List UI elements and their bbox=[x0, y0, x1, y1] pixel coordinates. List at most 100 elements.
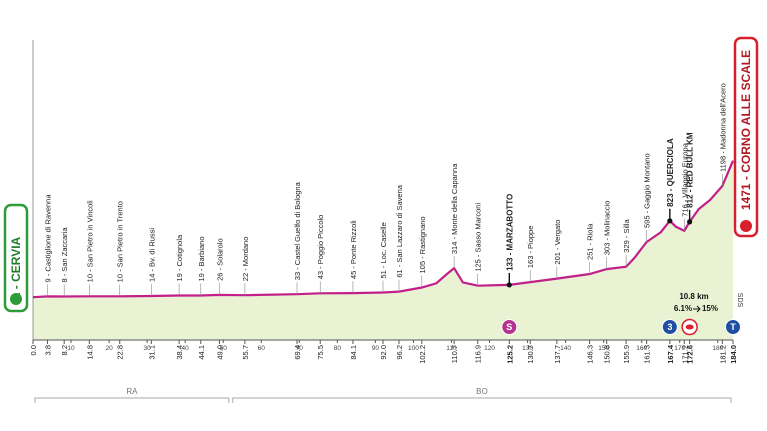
waypoint-label: 14 - Bv. di Russi bbox=[147, 228, 156, 282]
region-bracket bbox=[34, 397, 230, 403]
waypoint-label: 314 - Monte della Capanna bbox=[450, 163, 459, 254]
km-label: 69.4 bbox=[293, 345, 302, 360]
region-label: RA bbox=[126, 387, 138, 396]
km-label: 8.2 bbox=[60, 345, 69, 355]
waypoint-label: 10 - San Pietro in Trento bbox=[116, 201, 125, 282]
waypoint-label: 125 - Sasso Marconi bbox=[474, 203, 483, 272]
x-tick-label: 60 bbox=[258, 345, 266, 352]
km-label: 92.0 bbox=[379, 345, 388, 360]
region-bracket bbox=[232, 397, 732, 403]
km-label: 84.1 bbox=[349, 345, 358, 360]
waypoint-label: 43 - Poggio Piccolo bbox=[316, 215, 325, 280]
waypoint-label: 19 - Barbiano bbox=[197, 236, 206, 281]
km-label: 75.5 bbox=[316, 345, 325, 360]
waypoint-label: 26 - Solarolo bbox=[215, 238, 224, 281]
x-tick-label: 150 bbox=[598, 345, 609, 352]
annotation: 15% bbox=[702, 304, 718, 313]
finish-icon bbox=[740, 220, 752, 232]
waypoint-label: 61 - San Lazzaro di Savena bbox=[395, 184, 404, 277]
waypoint-dot bbox=[667, 218, 673, 224]
km-label: 181.2 bbox=[718, 345, 727, 364]
start-box bbox=[3, 203, 29, 313]
profile-area bbox=[33, 160, 733, 340]
x-tick-label: 50 bbox=[220, 345, 228, 352]
x-tick-label: 40 bbox=[182, 345, 190, 352]
km-label: 44.1 bbox=[197, 345, 206, 360]
start-icon bbox=[10, 293, 22, 305]
icon-label: 3 bbox=[667, 322, 672, 332]
x-tick-label: 90 bbox=[372, 345, 380, 352]
waypoint-label: 10 - San Pietro in Vincoli bbox=[85, 200, 94, 282]
x-tick-label: 140 bbox=[560, 345, 571, 352]
waypoint-label: 51 - Loc. Caselle bbox=[379, 222, 388, 278]
km-label: 96.2 bbox=[395, 345, 404, 360]
red-bull-mark bbox=[685, 324, 694, 330]
x-tick-label: 120 bbox=[484, 345, 495, 352]
annotation: SDS bbox=[736, 293, 743, 308]
km-label: 171.2 bbox=[680, 345, 689, 364]
km-label: 116.9 bbox=[474, 345, 483, 363]
km-label: 161.3 bbox=[643, 345, 652, 364]
x-tick-label: 70 bbox=[296, 345, 304, 352]
waypoint-icon bbox=[661, 319, 678, 335]
waypoint-label: 251 - Riola bbox=[586, 223, 595, 260]
waypoint-dot bbox=[687, 219, 693, 225]
x-tick-label: 110 bbox=[446, 345, 457, 352]
finish-marker bbox=[725, 319, 741, 335]
km-label: 184.0 bbox=[729, 345, 738, 364]
waypoint-label: 8 - San Zaccaria bbox=[60, 227, 69, 283]
km-label: 3.8 bbox=[43, 345, 52, 355]
start-label: 1 - CERVIA bbox=[9, 236, 23, 299]
km-label: 22.8 bbox=[116, 345, 125, 360]
annotation: 10.8 km bbox=[679, 292, 708, 301]
waypoint-label: 9 - Castiglione di Ravenna bbox=[43, 194, 52, 283]
km-label: 137.7 bbox=[553, 345, 562, 364]
km-label: 172.6 bbox=[686, 345, 695, 364]
finish-box bbox=[733, 36, 759, 238]
x-tick-label: 170 bbox=[674, 345, 685, 352]
x-tick-label: 10 bbox=[67, 345, 75, 352]
waypoint-dot bbox=[506, 282, 512, 288]
km-label: 110.7 bbox=[450, 345, 459, 363]
profile-line bbox=[32, 160, 735, 299]
waypoint-label: 22 - Mordano bbox=[241, 237, 250, 282]
km-label: 102.2 bbox=[418, 345, 427, 364]
waypoint-label: 1198 - Madonna dell'Acero bbox=[718, 83, 727, 172]
waypoint-label: 716 - Villaggio Europa bbox=[680, 142, 689, 216]
waypoint-label: 812 - RED BULL KM bbox=[686, 132, 695, 208]
icon-label: S bbox=[506, 322, 512, 332]
km-label: 130.7 bbox=[526, 345, 535, 364]
waypoint-label: 303 - Molinaccio bbox=[603, 201, 612, 256]
x-tick-label: 160 bbox=[636, 345, 647, 352]
waypoint-label: 823 - QUERCIOLA bbox=[666, 138, 675, 207]
km-label: 146.3 bbox=[586, 345, 595, 364]
km-label: 0.0 bbox=[29, 345, 38, 355]
waypoint-label: 595 - Gaggio Montano bbox=[643, 153, 652, 228]
finish-icon-label: T bbox=[730, 322, 736, 332]
km-label: 155.9 bbox=[622, 345, 631, 364]
waypoint-label: 19 - Cotignola bbox=[175, 234, 184, 282]
x-tick-label: 80 bbox=[334, 345, 342, 352]
waypoint-label: 163 - Pioppe bbox=[526, 226, 535, 269]
x-tick-label: 180 bbox=[712, 345, 723, 352]
km-label: 14.8 bbox=[85, 345, 94, 360]
km-label: 55.7 bbox=[241, 345, 250, 360]
km-label: 125.2 bbox=[505, 345, 514, 364]
km-label: 167.4 bbox=[666, 344, 675, 364]
waypoint-label: 329 - Silla bbox=[622, 219, 631, 253]
annotation: 6.1% bbox=[674, 304, 692, 313]
waypoint-label: 33 - Castel Guelfo di Bologna bbox=[293, 181, 302, 280]
x-tick-label: 20 bbox=[105, 345, 113, 352]
x-tick-label: 100 bbox=[408, 345, 419, 352]
waypoint-icon bbox=[501, 319, 518, 335]
waypoint-label: 105 - Rastignano bbox=[418, 216, 427, 273]
waypoint-label: 133 - MARZABOTTO bbox=[505, 194, 514, 271]
x-tick-label: 130 bbox=[522, 345, 533, 352]
waypoint-label: 45 - Ponte Rizzoli bbox=[349, 220, 358, 279]
x-tick-label: 30 bbox=[144, 345, 152, 352]
waypoint-label: 201 - Vergato bbox=[553, 220, 562, 265]
finish-label: 1471 - CORNO ALLE SCALE bbox=[739, 50, 753, 210]
km-label: 49.0 bbox=[215, 345, 224, 360]
region-label: BO bbox=[476, 387, 488, 396]
